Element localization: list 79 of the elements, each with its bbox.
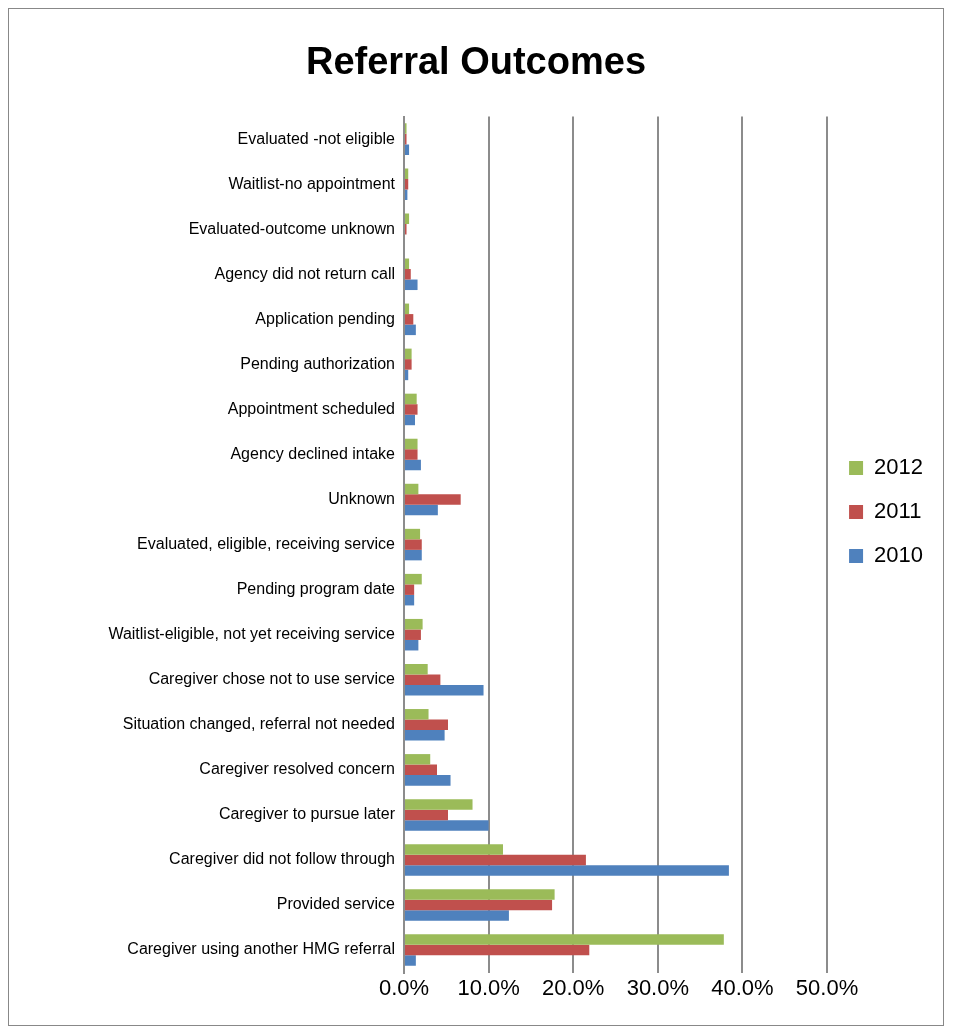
y-tick-label: Agency did not return call <box>214 264 395 282</box>
bar <box>405 685 484 696</box>
bar <box>405 844 503 855</box>
bar <box>405 910 509 921</box>
bar <box>405 573 422 585</box>
y-tick-label: Caregiver to pursue later <box>218 805 396 823</box>
bar <box>405 303 410 315</box>
bar <box>405 584 415 595</box>
x-tick-label: 40.0% <box>711 974 774 1000</box>
bar <box>405 258 410 270</box>
y-tick-label: Caregiver chose not to use service <box>148 670 396 688</box>
bar <box>405 528 421 540</box>
y-tick-label: Appointment scheduled <box>227 399 395 417</box>
bar <box>405 663 428 675</box>
bar <box>405 414 415 426</box>
bar <box>405 549 422 561</box>
bar <box>405 269 411 280</box>
bar <box>405 899 553 911</box>
y-tick-label: Pending authorization <box>240 354 395 372</box>
bar <box>405 865 729 876</box>
chart-title: Referral Outcomes <box>305 40 647 83</box>
bar <box>405 314 414 325</box>
legend-label: 2010 <box>874 542 924 568</box>
bar <box>405 799 473 810</box>
x-tick-label: 0.0% <box>378 974 430 1000</box>
bar <box>405 709 429 720</box>
bar <box>405 459 421 471</box>
bar <box>405 719 448 731</box>
bar <box>405 404 418 415</box>
y-tick-label: Unknown <box>328 489 395 507</box>
x-tick-label: 10.0% <box>457 974 520 1000</box>
bar <box>405 754 431 765</box>
bar <box>405 393 417 405</box>
bar <box>405 820 489 831</box>
bar <box>405 438 418 450</box>
bar <box>405 168 409 179</box>
y-tick-label: Caregiver resolved concern <box>199 760 395 778</box>
bar <box>405 213 410 224</box>
x-tick-label: 50.0% <box>795 974 859 1000</box>
bar <box>405 618 423 630</box>
bar <box>405 279 418 291</box>
bar <box>405 594 415 606</box>
y-tick-label: Evaluated -not eligible <box>237 129 396 147</box>
bar <box>405 955 416 966</box>
y-tick-label: Provided service <box>276 895 396 913</box>
y-tick-label: Pending program date <box>236 580 396 598</box>
legend-label: 2012 <box>874 454 924 480</box>
bar <box>405 889 555 900</box>
bar <box>405 449 418 460</box>
bar <box>405 674 441 686</box>
x-tick-label: 20.0% <box>542 974 605 1000</box>
bar <box>405 775 451 786</box>
bar <box>405 629 421 640</box>
bar <box>405 639 419 651</box>
bar <box>405 494 461 505</box>
y-tick-label: Agency declined intake <box>230 444 396 462</box>
bar <box>405 324 416 336</box>
bar <box>405 348 412 360</box>
y-tick-label: Evaluated, eligible, receiving service <box>137 535 396 553</box>
y-tick-label: Waitlist-no appointment <box>228 174 396 192</box>
bar <box>405 483 419 495</box>
y-tick-label: Application pending <box>255 309 395 327</box>
bar <box>405 359 412 370</box>
bar <box>405 730 445 741</box>
bar <box>405 504 438 516</box>
bar <box>405 144 410 155</box>
bar <box>405 944 590 956</box>
y-tick-label: Caregiver did not follow through <box>169 850 395 868</box>
legend-label: 2011 <box>874 498 922 524</box>
y-tick-label: Situation changed, referral not needed <box>122 715 395 733</box>
bar <box>405 854 586 866</box>
y-tick-label: Evaluated-outcome unknown <box>188 219 395 237</box>
x-tick-label: 30.0% <box>626 974 690 1000</box>
y-tick-label: Waitlist-eligible, not yet receiving service <box>108 625 396 643</box>
bar <box>405 809 448 821</box>
bar <box>405 764 437 776</box>
bar <box>405 934 724 945</box>
y-tick-label: Caregiver using another HMG referral <box>127 940 395 958</box>
bar <box>405 539 422 550</box>
